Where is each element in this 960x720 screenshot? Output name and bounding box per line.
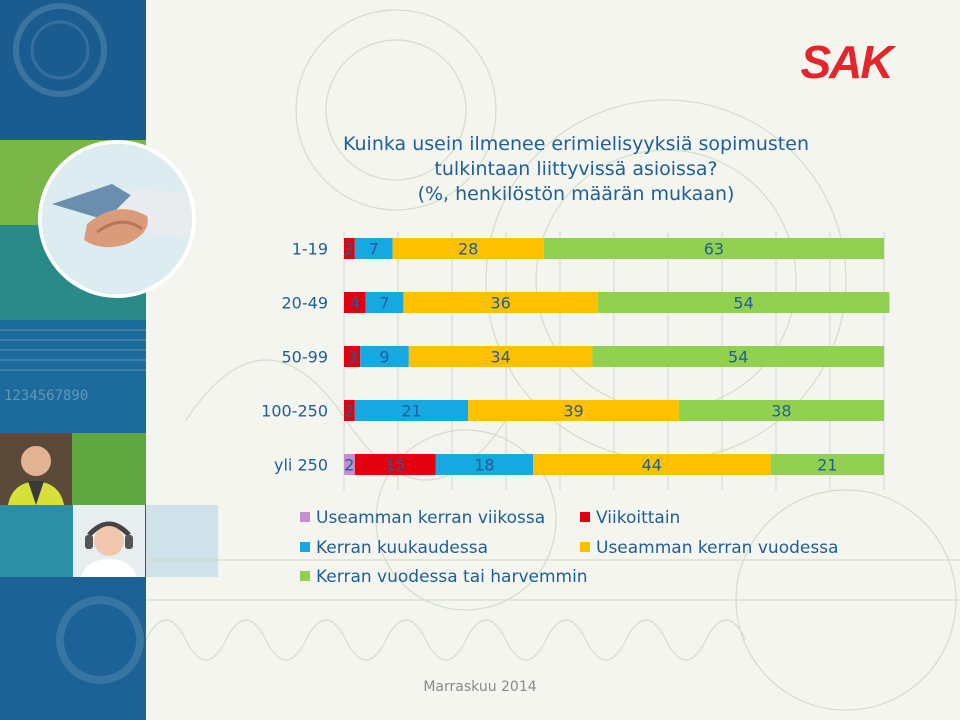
data-label: 39 — [563, 402, 583, 421]
bar-segment — [597, 292, 890, 313]
chart-title-line-1: Kuinka usein ilmenee erimielisyyksiä sop… — [343, 133, 809, 155]
woman-photo — [73, 505, 145, 577]
bar-segment — [392, 238, 544, 259]
category-label: yli 250 — [274, 456, 328, 475]
data-label: 44 — [642, 456, 662, 475]
legend-item: Kerran kuukaudessa — [300, 538, 488, 558]
data-label: 3 — [347, 348, 357, 367]
bar-segment — [468, 400, 679, 421]
sak-logo: SAK — [800, 40, 898, 84]
legend-swatch — [580, 512, 590, 522]
legend-label: Viikoittain — [596, 508, 681, 528]
bar-segment — [344, 346, 361, 367]
bar-segment — [408, 346, 593, 367]
bar-segment — [344, 400, 355, 421]
bar-segment — [344, 292, 366, 313]
legend-label: Useamman kerran vuodessa — [596, 538, 839, 558]
data-label: 21 — [817, 456, 837, 475]
bar-segment — [354, 454, 436, 475]
panel-block — [0, 505, 73, 577]
data-label: 18 — [474, 456, 494, 475]
data-label: 7 — [369, 240, 379, 259]
bar-segment — [360, 346, 409, 367]
bar-segment — [533, 454, 771, 475]
legend-swatch — [300, 512, 310, 522]
bar-segment — [344, 238, 355, 259]
legend-label: Useamman kerran viikossa — [316, 508, 546, 528]
bar-segment — [354, 400, 469, 421]
bar-segment — [354, 238, 393, 259]
bar-segment — [365, 292, 404, 313]
bar-segment — [678, 400, 884, 421]
data-label: 15 — [385, 456, 405, 475]
handshake-photo — [38, 140, 196, 298]
chart-title-block: Kuinka usein ilmenee erimielisyyksiä sop… — [336, 132, 816, 207]
footer-date: Marraskuu 2014 — [423, 679, 537, 695]
bar-segment — [543, 238, 884, 259]
data-label: 4 — [350, 294, 360, 313]
bar-segment — [435, 454, 533, 475]
legend-item: Useamman kerran viikossa — [300, 508, 545, 528]
bar-segment — [770, 454, 884, 475]
data-label: 36 — [490, 294, 510, 313]
data-label: 28 — [458, 240, 478, 259]
legend-swatch — [300, 542, 310, 552]
legend-label: Kerran kuukaudessa — [316, 538, 489, 558]
category-label: 1-19 — [292, 240, 328, 259]
data-label: 2 — [344, 402, 354, 421]
legend-item: Kerran vuodessa tai harvemmin — [300, 567, 588, 587]
chart-legend: Useamman kerran viikossa Viikoittain Kerra… — [300, 508, 860, 598]
panel-pattern: 1234567890 — [0, 3, 146, 684]
legend-item: Useamman kerran vuodessa — [580, 538, 838, 558]
legend-label: Kerran vuodessa tai harvemmin — [316, 567, 588, 587]
data-label: 2 — [344, 240, 354, 259]
panel-block — [0, 0, 146, 140]
bar-segment — [403, 292, 598, 313]
man-photo — [0, 433, 72, 505]
category-label: 100-250 — [261, 402, 328, 421]
data-label: 63 — [704, 240, 724, 259]
data-label: 7 — [379, 294, 389, 313]
panel-block — [0, 577, 146, 720]
data-label: 21 — [401, 402, 421, 421]
svg-text:1234567890: 1234567890 — [4, 388, 88, 404]
data-label: 34 — [490, 348, 510, 367]
legend-item: Viikoittain — [580, 508, 680, 528]
category-label: 20-49 — [282, 294, 329, 313]
panel-block — [0, 320, 146, 433]
bar-segment — [344, 454, 355, 475]
data-label: 54 — [733, 294, 753, 313]
data-label: 38 — [771, 402, 791, 421]
legend-swatch — [300, 571, 310, 581]
data-label: 54 — [728, 348, 748, 367]
category-label: 50-99 — [282, 348, 329, 367]
chart-title-line-2: tulkintaan liittyvissä asioissa? — [434, 158, 718, 180]
panel-block — [146, 505, 218, 577]
data-label: 2 — [344, 456, 354, 475]
data-label: 9 — [379, 348, 389, 367]
bar-segment — [592, 346, 884, 367]
panel-block — [72, 433, 146, 505]
legend-swatch — [580, 542, 590, 552]
chart-subtitle: (%, henkilöstön määrän mukaan) — [417, 183, 735, 205]
svg-text:SAK: SAK — [800, 40, 896, 84]
